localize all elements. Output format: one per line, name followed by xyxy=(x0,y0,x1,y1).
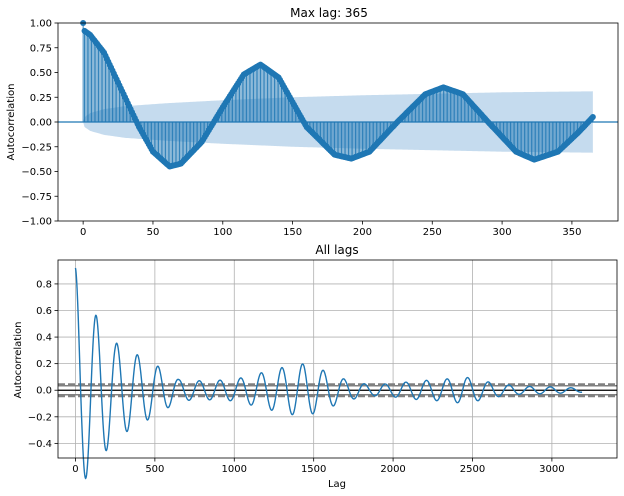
x-tick-label: 500 xyxy=(145,464,164,475)
y-tick-label: 0.6 xyxy=(36,306,52,317)
x-tick-label: 3000 xyxy=(539,464,564,475)
x-axis: 0 500 1000 1500 2000 2500 3000 xyxy=(72,458,565,475)
plot-area xyxy=(58,260,617,480)
x-tick-label: 2000 xyxy=(380,464,405,475)
y-tick-label: 0.2 xyxy=(36,359,52,370)
x-tick-label: 200 xyxy=(353,227,372,238)
y-tick-label: −0.4 xyxy=(28,439,52,450)
y-tick-label: 0.75 xyxy=(30,43,52,54)
x-axis: 0 50 100 150 200 250 300 350 xyxy=(80,221,581,238)
acf-marker xyxy=(589,114,596,121)
x-tick-label: 150 xyxy=(283,227,302,238)
y-tick-label: 0.50 xyxy=(30,68,52,79)
x-tick-label: 1000 xyxy=(222,464,247,475)
plot-frame xyxy=(57,259,618,459)
x-tick-label: 1500 xyxy=(301,464,326,475)
y-tick-label: 0.25 xyxy=(30,93,52,104)
y-tick-label: −0.2 xyxy=(28,412,52,423)
y-axis: −1.00 −0.75 −0.50 −0.25 0.00 0.25 0.50 0.75 1.00 xyxy=(21,19,58,228)
chart-title: All lags xyxy=(315,243,358,257)
y-tick-label: 0.00 xyxy=(30,118,52,129)
autocorrelation-line xyxy=(74,267,583,480)
y-tick-label: 0.8 xyxy=(36,279,52,290)
x-tick-label: 0 xyxy=(72,464,78,475)
x-tick-label: 350 xyxy=(562,227,581,238)
x-tick-label: 50 xyxy=(147,227,160,238)
chart-title: Max lag: 365 xyxy=(290,6,368,20)
y-axis-title: Autocorrelation xyxy=(13,322,24,399)
autocorrelation-chart: All lags Autocorrelation Lag 0 500 1000 150… xyxy=(13,243,618,490)
y-axis-title: Autocorrelation xyxy=(6,84,17,161)
acf-chart: Max lag: 365 Autocorrelation 0 50 100 150 20… xyxy=(6,6,619,238)
y-tick-label: −0.50 xyxy=(21,167,52,178)
x-tick-label: 2500 xyxy=(460,464,485,475)
x-tick-label: 250 xyxy=(423,227,442,238)
y-tick-label: 0.4 xyxy=(36,333,52,344)
x-tick-label: 0 xyxy=(80,227,86,238)
y-tick-label: −0.75 xyxy=(21,192,52,203)
y-tick-label: −1.00 xyxy=(21,217,52,228)
y-tick-label: −0.25 xyxy=(21,142,52,153)
y-tick-label: 1.00 xyxy=(30,19,52,30)
y-tick-label: 0.0 xyxy=(36,386,52,397)
x-axis-title: Lag xyxy=(328,479,346,490)
x-tick-label: 300 xyxy=(493,227,512,238)
plot-area xyxy=(58,20,618,170)
x-tick-label: 100 xyxy=(213,227,232,238)
y-axis: −0.4 −0.2 0.0 0.2 0.4 0.6 0.8 xyxy=(28,279,58,450)
